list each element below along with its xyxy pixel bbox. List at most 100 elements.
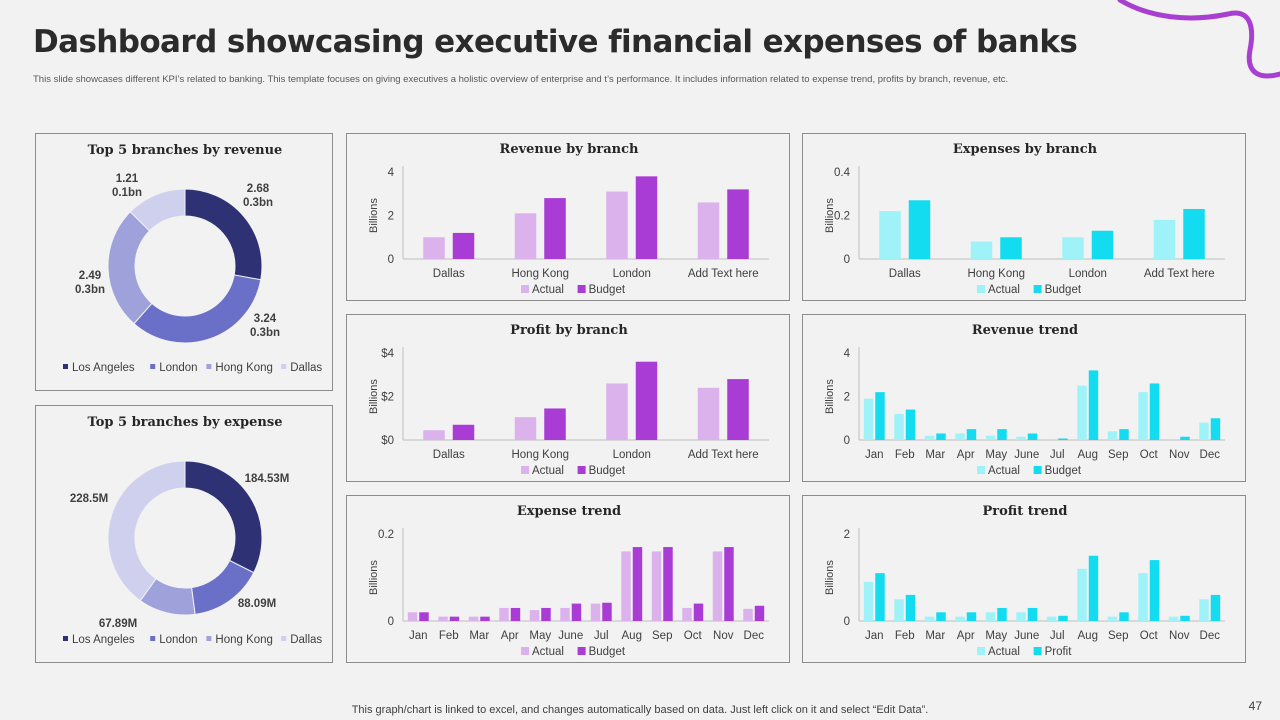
expenses-by-branch-bar-budget — [1091, 230, 1114, 259]
revenue-trend-category-label: Dec — [1200, 449, 1221, 461]
revenue-trend-category-label: Jul — [1050, 449, 1065, 461]
expense-trend-bar-budget — [693, 603, 704, 621]
profit-trend-category-label: Feb — [895, 630, 915, 642]
page-title: Dashboard showcasing executive financial… — [33, 24, 1078, 60]
expense-trend-bar-budget — [632, 547, 643, 621]
revenue-trend-category-label: Jan — [865, 449, 884, 461]
revenue-by-branch-bar-actual — [514, 213, 537, 259]
profit-by-branch-panel[interactable]: Profit by branch $0 $2 $4 Billions Dallas Hong… — [346, 314, 790, 482]
expense-trend-category-label: Oct — [684, 630, 703, 642]
expense-trend-category-label: June — [558, 630, 583, 642]
revenue-trend-chart[interactable]: Revenue trend 0 2 4 Billions Jan Feb Mar Apr May J… — [803, 315, 1247, 483]
expense-trend-category-label: May — [529, 630, 551, 642]
revenue-by-branch-category-label: Add Text here — [688, 268, 759, 280]
expense-donut-legend-swatch — [281, 636, 287, 641]
expense-trend-bar-actual — [743, 608, 753, 621]
profit-trend-category-label: May — [985, 630, 1007, 642]
revenue-by-branch-panel[interactable]: Revenue by branch 0 2 4 Billions Dallas Hong K… — [346, 133, 790, 301]
revenue-trend-legend-label: Budget — [1045, 465, 1082, 477]
profit-trend-category-label: Jan — [865, 630, 884, 642]
revenue-by-branch-legend-label: Budget — [589, 284, 626, 296]
revenue-trend-bar-actual — [894, 413, 904, 440]
revenue-trend-panel[interactable]: Revenue trend 0 2 4 Billions Jan Feb Mar Apr May J… — [802, 314, 1246, 482]
revenue-donut-legend-label: Dallas — [290, 362, 322, 374]
profit-trend-legend-swatch — [1033, 647, 1042, 655]
revenue-trend-bar-budget — [1180, 436, 1190, 440]
revenue-trend-bar-budget — [905, 409, 916, 440]
expense-trend-y-axis-label: Billions — [368, 560, 380, 595]
expenses-by-branch-bar-budget — [1183, 208, 1205, 259]
revenue-trend-title: Revenue trend — [972, 323, 1078, 338]
expense-donut-value-label: 184.53M — [245, 473, 290, 485]
expense-donut-legend-swatch — [150, 636, 156, 641]
profit-trend-chart[interactable]: Profit trend 0 2 Billions Jan Feb Mar Apr May Jun… — [803, 496, 1247, 664]
expense-trend-chart[interactable]: Expense trend 0 0.2 Billions Jan Feb Mar Apr May… — [347, 496, 791, 664]
expense-donut-panel[interactable]: Top 5 branches by expense 184.53M 88.09M 67… — [35, 405, 333, 663]
expense-trend-bar-budget — [480, 616, 490, 621]
revenue-trend-bar-budget — [1058, 438, 1068, 440]
profit-trend-panel[interactable]: Profit trend 0 2 Billions Jan Feb Mar Apr May Jun… — [802, 495, 1246, 663]
expense-donut-value-label: 88.09M — [238, 598, 276, 610]
revenue-by-branch-bar-budget — [452, 232, 475, 259]
expense-trend-category-label: Dec — [744, 630, 765, 642]
revenue-by-branch-legend-swatch — [577, 285, 586, 293]
profit-trend-category-label: Nov — [1169, 630, 1190, 642]
profit-trend-category-label: Sep — [1108, 630, 1128, 642]
expenses-by-branch-ytick-label: 0 — [844, 254, 850, 266]
corner-swoosh-decoration — [1117, 0, 1280, 79]
revenue-by-branch-chart[interactable]: Revenue by branch 0 2 4 Billions Dallas Hong K… — [347, 134, 791, 302]
expense-donut-slice-dallas — [107, 460, 186, 602]
revenue-trend-y-axis-label: Billions — [824, 379, 836, 414]
revenue-donut-value-label: 2.49 — [79, 270, 101, 282]
profit-trend-bar-actual — [1168, 616, 1179, 621]
revenue-by-branch-bar-actual — [423, 237, 445, 259]
profit-by-branch-ytick-label: $4 — [381, 348, 394, 360]
revenue-by-branch-bar-budget — [544, 198, 566, 259]
expenses-by-branch-bar-actual — [970, 241, 993, 259]
revenue-trend-bar-budget — [1088, 370, 1099, 440]
revenue-donut-sub-label: 0.1bn — [112, 187, 142, 199]
revenue-trend-legend-swatch — [977, 466, 985, 474]
profit-trend-bar-actual — [1046, 616, 1057, 621]
expenses-by-branch-bar-budget — [1000, 237, 1022, 259]
profit-trend-legend-swatch — [977, 647, 985, 655]
expense-trend-category-label: Jan — [409, 630, 428, 642]
profit-by-branch-y-axis-label: Billions — [368, 379, 380, 414]
revenue-donut-panel[interactable]: Top 5 branches by revenue 2.68 0.3bn 3.24 0.… — [35, 133, 333, 391]
revenue-donut-value-label: 2.68 — [247, 183, 270, 195]
profit-by-branch-chart[interactable]: Profit by branch $0 $2 $4 Billions Dallas Hong… — [347, 315, 791, 483]
profit-by-branch-bar-actual — [514, 417, 537, 440]
expense-trend-category-label: Jul — [594, 630, 609, 642]
revenue-donut-sub-label: 0.3bn — [75, 284, 105, 296]
profit-by-branch-category-label: Add Text here — [688, 449, 759, 461]
expense-trend-bar-budget — [510, 607, 521, 621]
expense-trend-panel[interactable]: Expense trend 0 0.2 Billions Jan Feb Mar Apr May… — [346, 495, 790, 663]
revenue-donut-chart[interactable]: Top 5 branches by revenue 2.68 0.3bn 3.24 0.… — [36, 134, 334, 392]
revenue-trend-bar-budget — [966, 429, 977, 440]
revenue-donut-slice-london — [133, 274, 262, 344]
profit-trend-bar-profit — [1180, 615, 1190, 621]
expense-donut-chart[interactable]: Top 5 branches by expense 184.53M 88.09M 67… — [36, 406, 334, 664]
revenue-trend-category-label: Aug — [1078, 449, 1098, 461]
revenue-trend-legend-label: Actual — [988, 465, 1020, 477]
revenue-by-branch-bar-budget — [635, 176, 658, 259]
profit-trend-bar-profit — [1088, 555, 1099, 621]
revenue-trend-bar-actual — [1046, 438, 1057, 440]
expense-trend-bar-budget — [602, 602, 612, 621]
revenue-by-branch-category-label: Dallas — [433, 268, 465, 280]
revenue-by-branch-title: Revenue by branch — [500, 142, 639, 157]
expenses-by-branch-ytick-label: 0.2 — [834, 211, 850, 223]
revenue-trend-bar-actual — [955, 433, 965, 440]
expenses-by-branch-bar-budget — [908, 200, 931, 259]
profit-by-branch-legend-swatch — [521, 466, 529, 474]
expenses-by-branch-chart[interactable]: Expenses by branch 0 0.2 0.4 Billions Dallas H… — [803, 134, 1247, 302]
profit-trend-bar-profit — [875, 573, 885, 621]
revenue-trend-bar-actual — [924, 435, 935, 440]
revenue-trend-bar-budget — [997, 429, 1007, 440]
profit-by-branch-category-label: Dallas — [433, 449, 465, 461]
expenses-by-branch-category-label: London — [1069, 268, 1107, 280]
expense-trend-ytick-label: 0 — [388, 616, 394, 628]
revenue-trend-bar-budget — [875, 392, 885, 440]
expenses-by-branch-panel[interactable]: Expenses by branch 0 0.2 0.4 Billions Dallas H… — [802, 133, 1246, 301]
profit-trend-bar-actual — [863, 581, 874, 621]
